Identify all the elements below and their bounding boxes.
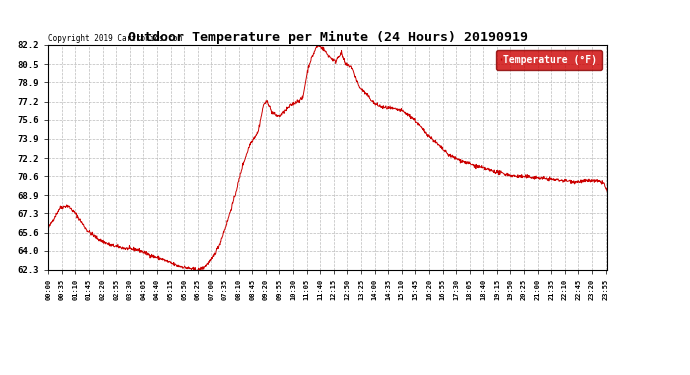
Title: Outdoor Temperature per Minute (24 Hours) 20190919: Outdoor Temperature per Minute (24 Hours… [128,31,528,44]
Legend: Temperature (°F): Temperature (°F) [495,50,602,70]
Text: Copyright 2019 Cartronics.com: Copyright 2019 Cartronics.com [48,34,182,43]
